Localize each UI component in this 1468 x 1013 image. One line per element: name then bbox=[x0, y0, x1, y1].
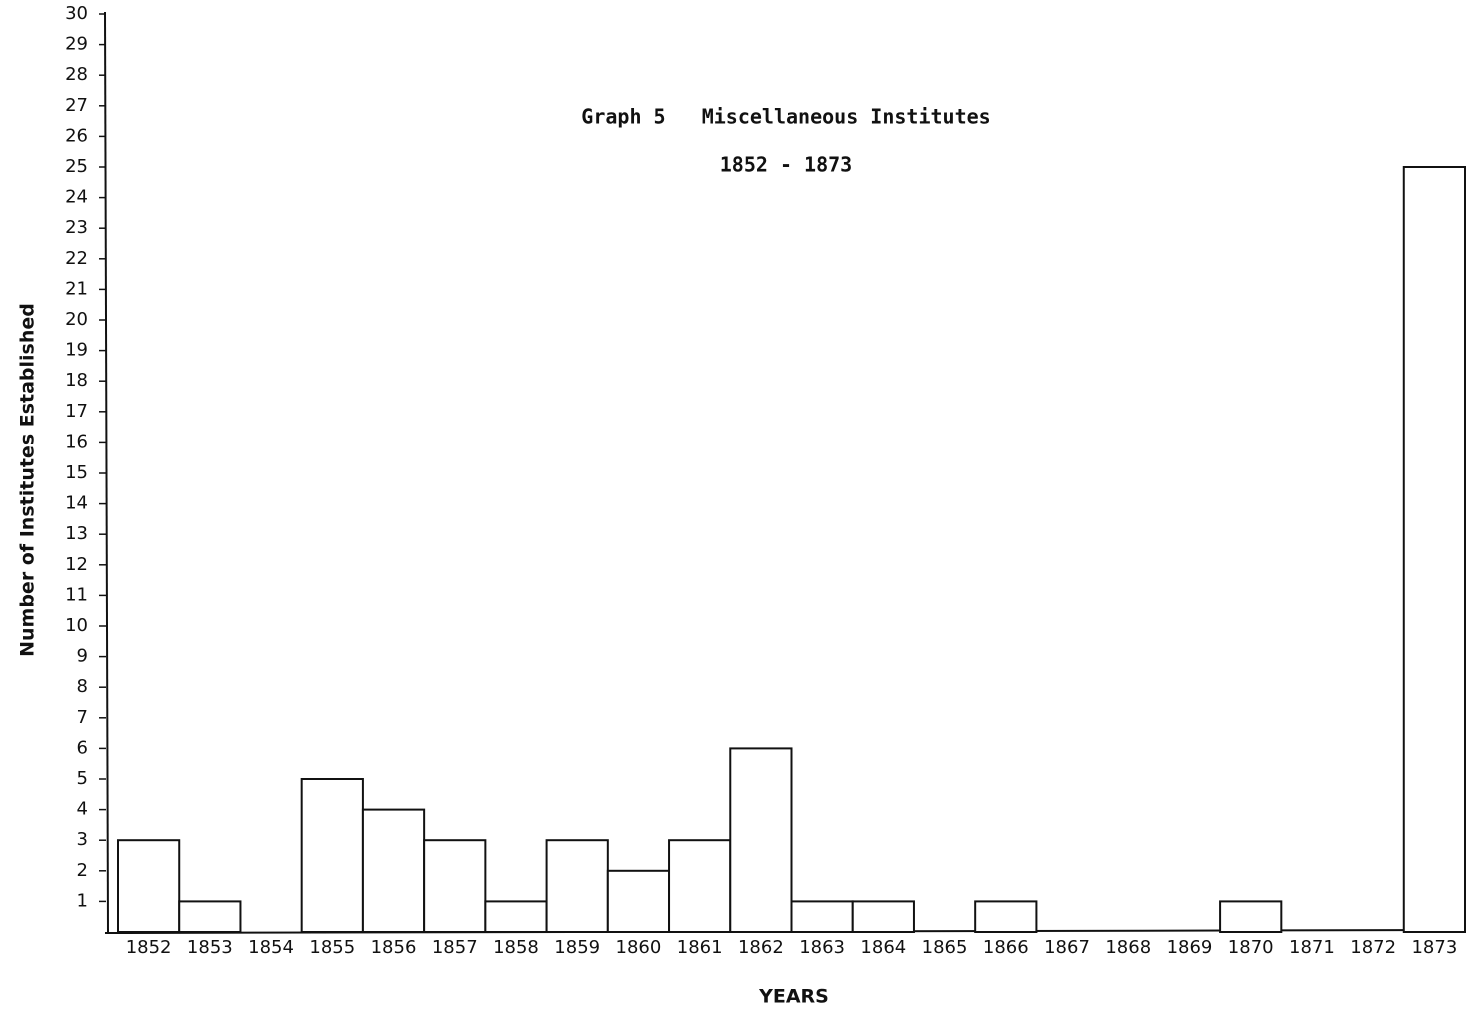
x-tick-label: 1870 bbox=[1228, 937, 1274, 958]
x-tick-label: 1858 bbox=[493, 937, 539, 958]
x-tick-label: 1860 bbox=[616, 937, 662, 958]
y-tick-label: 5 bbox=[77, 768, 88, 789]
y-tick-label: 2 bbox=[77, 860, 88, 881]
x-tick-label: 1872 bbox=[1350, 937, 1396, 958]
bar bbox=[300, 778, 364, 933]
x-tick-label: 1863 bbox=[799, 937, 845, 958]
y-tick-label: 30 bbox=[65, 3, 88, 24]
y-tick-label: 18 bbox=[65, 370, 88, 391]
y-tick-label: 19 bbox=[65, 340, 88, 361]
y-tick-label: 11 bbox=[65, 584, 88, 605]
x-tick-label: 1867 bbox=[1044, 937, 1090, 958]
y-axis bbox=[104, 11, 109, 934]
y-axis-label: Number of Institutes Established bbox=[17, 303, 39, 657]
x-tick-label: 1865 bbox=[922, 937, 968, 958]
bar bbox=[423, 839, 487, 934]
y-tick-label: 29 bbox=[65, 34, 88, 55]
y-tick-label: 26 bbox=[65, 125, 88, 146]
y-tick-label: 28 bbox=[65, 64, 88, 85]
bar bbox=[1219, 900, 1283, 934]
y-tick-label: 20 bbox=[65, 309, 88, 330]
x-tick-label: 1857 bbox=[432, 937, 478, 958]
y-tick-label: 22 bbox=[65, 248, 88, 269]
y-tick-label: 17 bbox=[65, 401, 88, 422]
bar bbox=[851, 900, 915, 934]
x-tick-label: 1859 bbox=[554, 937, 600, 958]
y-tick-label: 27 bbox=[65, 95, 88, 116]
y-tick-label: 6 bbox=[77, 737, 88, 758]
y-tick-label: 16 bbox=[65, 431, 88, 452]
x-tick-label: 1864 bbox=[860, 937, 906, 958]
y-tick-label: 25 bbox=[65, 156, 88, 177]
x-axis-label: YEARS bbox=[758, 986, 829, 1008]
bar bbox=[484, 900, 548, 934]
bar bbox=[668, 839, 732, 934]
bar bbox=[606, 869, 671, 933]
bar bbox=[545, 839, 609, 934]
x-tick-label: 1866 bbox=[983, 937, 1029, 958]
x-tick-label: 1852 bbox=[126, 937, 172, 958]
bar bbox=[117, 839, 181, 934]
chart-title: Graph 5 Miscellaneous Institutes bbox=[581, 105, 990, 129]
y-tick-label: 1 bbox=[77, 890, 88, 911]
x-tick-label: 1873 bbox=[1411, 937, 1457, 958]
y-tick-label: 23 bbox=[65, 217, 88, 238]
y-tick-label: 10 bbox=[65, 615, 88, 636]
x-tick-label: 1856 bbox=[371, 937, 417, 958]
x-tick-label: 1862 bbox=[738, 937, 784, 958]
x-tick-label: 1868 bbox=[1105, 937, 1151, 958]
y-tick-label: 13 bbox=[65, 523, 88, 544]
bar bbox=[729, 747, 793, 934]
bar bbox=[974, 900, 1038, 934]
y-tick-label: 24 bbox=[65, 187, 88, 208]
bar bbox=[1402, 166, 1466, 933]
x-tick-label: 1871 bbox=[1289, 937, 1335, 958]
y-tick-label: 8 bbox=[77, 676, 88, 697]
y-tick-label: 9 bbox=[77, 646, 88, 667]
bar bbox=[361, 808, 426, 933]
y-tick-label: 15 bbox=[65, 462, 88, 483]
x-tick-label: 1855 bbox=[309, 937, 355, 958]
x-tick-label: 1861 bbox=[677, 937, 723, 958]
x-tick-label: 1854 bbox=[248, 937, 294, 958]
y-tick-label: 21 bbox=[65, 278, 88, 299]
x-tick-label: 1869 bbox=[1167, 937, 1213, 958]
chart-subtitle: 1852 - 1873 bbox=[720, 153, 852, 177]
bar bbox=[178, 900, 242, 934]
y-tick-label: 3 bbox=[77, 829, 88, 850]
y-tick-label: 14 bbox=[65, 493, 88, 514]
bar bbox=[790, 900, 854, 934]
y-tick-label: 12 bbox=[65, 554, 88, 575]
x-tick-label: 1853 bbox=[187, 937, 233, 958]
y-tick-label: 4 bbox=[77, 799, 88, 820]
y-tick-label: 7 bbox=[77, 707, 88, 728]
